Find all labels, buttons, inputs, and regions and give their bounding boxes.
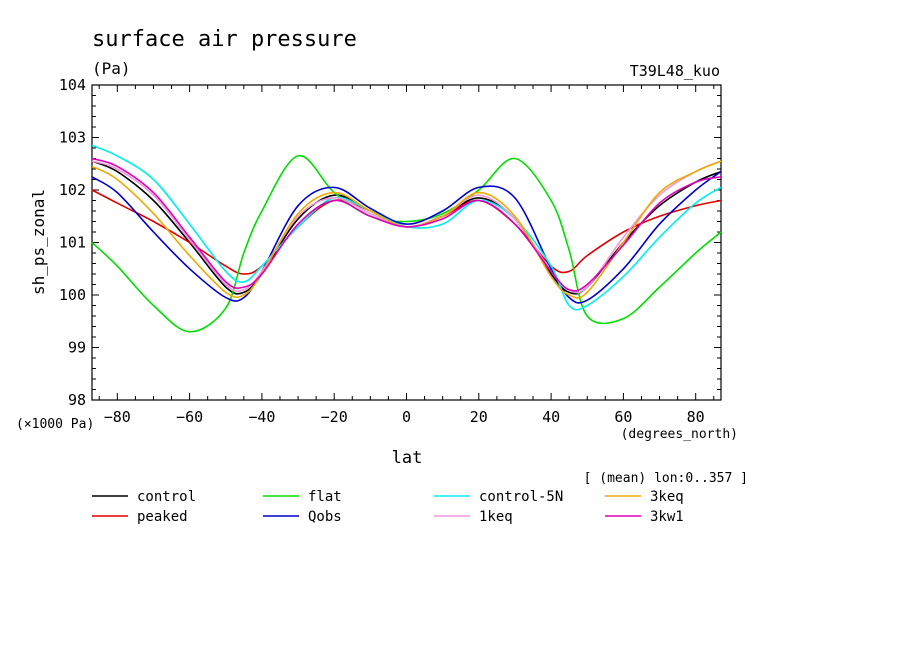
y-axis-label: sh_ps_zonal (29, 189, 48, 295)
y-multiplier-label: (×1000 Pa) (16, 417, 94, 432)
legend-label: peaked (137, 509, 188, 525)
x-tick-label: 60 (614, 408, 632, 426)
series-line-3kw1 (91, 157, 722, 292)
x-tick-label: 40 (542, 408, 560, 426)
y-tick-label: 98 (68, 391, 86, 409)
legend-label: 1keq (479, 509, 513, 525)
legend-label: control-5N (479, 489, 563, 505)
y-tick-label: 104 (59, 76, 86, 94)
x-tick-label: 0 (402, 408, 411, 426)
y-tick-label: 100 (59, 286, 86, 304)
series-line-flat (91, 155, 722, 333)
legend-label: 3kw1 (650, 509, 684, 525)
x-axis: −80 −60 −40 −20 0 20 40 60 80 (98, 85, 715, 426)
x-tick-label: −40 (248, 408, 275, 426)
x-units-label: (degrees_north) (621, 427, 738, 442)
x-tick-label: −80 (104, 408, 131, 426)
legend-label: control (137, 489, 196, 505)
run-label: T39L48_kuo (630, 62, 720, 80)
series-lines (91, 144, 722, 333)
legend-label: flat (308, 489, 342, 505)
x-axis-label: lat (392, 448, 423, 468)
mean-lon-note: [ (mean) lon:0..357 ] (584, 471, 748, 486)
x-tick-label: −60 (176, 408, 203, 426)
y-tick-label: 103 (59, 129, 86, 147)
y-tick-label: 101 (59, 234, 86, 252)
legend-label: 3keq (650, 489, 684, 505)
legend: control peaked flat Qobs control-5N 1keq 3keq 3… (92, 489, 684, 525)
series-line-qobs (91, 170, 722, 304)
chart-title: surface air pressure (92, 27, 357, 52)
x-tick-label: 80 (687, 408, 705, 426)
legend-label: Qobs (308, 509, 342, 525)
y-tick-label: 99 (68, 339, 86, 357)
y-tick-label: 102 (59, 181, 86, 199)
x-tick-label: 20 (470, 408, 488, 426)
x-tick-label: −20 (321, 408, 348, 426)
units-label: (Pa) (92, 59, 131, 78)
y-axis: 98 99 100 101 102 103 104 (59, 76, 721, 409)
